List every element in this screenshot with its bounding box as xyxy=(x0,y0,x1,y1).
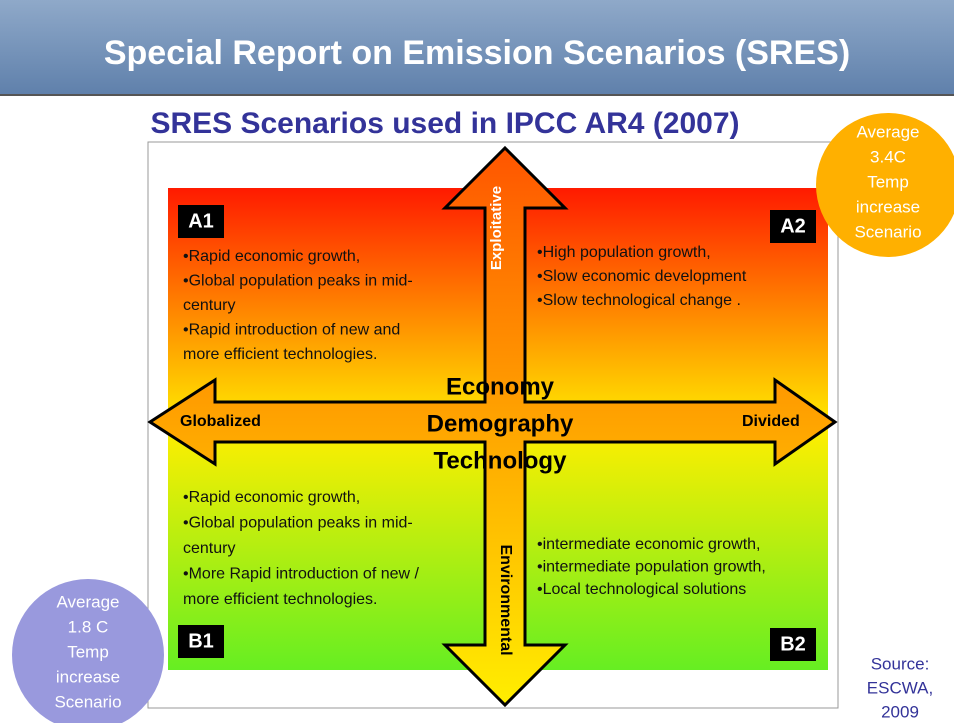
header-band xyxy=(0,0,954,95)
center-label: Technology xyxy=(434,447,568,474)
center-label: Economy xyxy=(446,373,555,400)
badge-text: Scenario xyxy=(854,222,921,241)
badge-text: 1.8 C xyxy=(68,617,109,636)
scenario-bullet: •Local technological solutions xyxy=(537,581,746,598)
badge-text: Scenario xyxy=(54,692,121,711)
scenario-bullet: century xyxy=(183,297,235,314)
source-text: ESCWA, xyxy=(867,678,933,697)
scenario-bullet: more efficient technologies. xyxy=(183,346,377,363)
quadrant-label: A2 xyxy=(780,215,806,237)
title: Special Report on Emission Scenarios (SR… xyxy=(104,34,850,72)
center-label: Demography xyxy=(427,410,574,437)
scenario-bullet: •More Rapid introduction of new / xyxy=(183,566,420,583)
scenario-bullet: •Rapid economic growth, xyxy=(183,248,360,265)
quadrant-label-box xyxy=(178,625,224,658)
badge-text: increase xyxy=(56,667,120,686)
scenario-bullet: •Rapid introduction of new and xyxy=(183,322,400,339)
scenario-badge xyxy=(12,579,164,723)
badge-text: 3.4C xyxy=(870,147,906,166)
scenario-bullet: •High population growth, xyxy=(537,244,711,261)
subtitle: SRES Scenarios used in IPCC AR4 (2007) xyxy=(150,107,739,140)
scenario-bullet: century xyxy=(183,540,235,557)
quadrant-label: B2 xyxy=(780,633,806,655)
scenario-badge xyxy=(816,113,954,257)
axis-label: Globalized xyxy=(180,413,261,430)
scenario-bullet: more efficient technologies. xyxy=(183,591,377,608)
quadrant-label: A1 xyxy=(188,210,214,232)
scenario-bullet: •Slow economic development xyxy=(537,268,747,285)
scenario-bullet: •Global population peaks in mid- xyxy=(183,515,413,532)
scenario-bullet: •Rapid economic growth, xyxy=(183,489,360,506)
quadrant-label: B1 xyxy=(188,630,214,652)
badge-text: Temp xyxy=(867,172,909,191)
quadrant-label-box xyxy=(178,205,224,238)
source-text: Source: xyxy=(871,654,930,673)
axis-label: Divided xyxy=(742,413,800,430)
badge-text: increase xyxy=(856,197,920,216)
axis-label: Exploitative xyxy=(488,186,505,270)
badge-text: Temp xyxy=(67,642,109,661)
source-text: 2009 xyxy=(881,702,919,721)
scenario-bullet: •intermediate economic growth, xyxy=(537,536,760,553)
axis-cross xyxy=(147,145,838,708)
badge-text: Average xyxy=(56,592,119,611)
axis-label: Environmental xyxy=(497,544,514,655)
quadrant-label-box xyxy=(770,210,816,243)
scenario-bullet: •Slow technological change . xyxy=(537,292,741,309)
quadrant-label-box xyxy=(770,628,816,661)
scenario-bullet: •Global population peaks in mid- xyxy=(183,273,413,290)
scenario-bullet: •intermediate population growth, xyxy=(537,559,766,576)
badge-text: Average xyxy=(856,122,919,141)
